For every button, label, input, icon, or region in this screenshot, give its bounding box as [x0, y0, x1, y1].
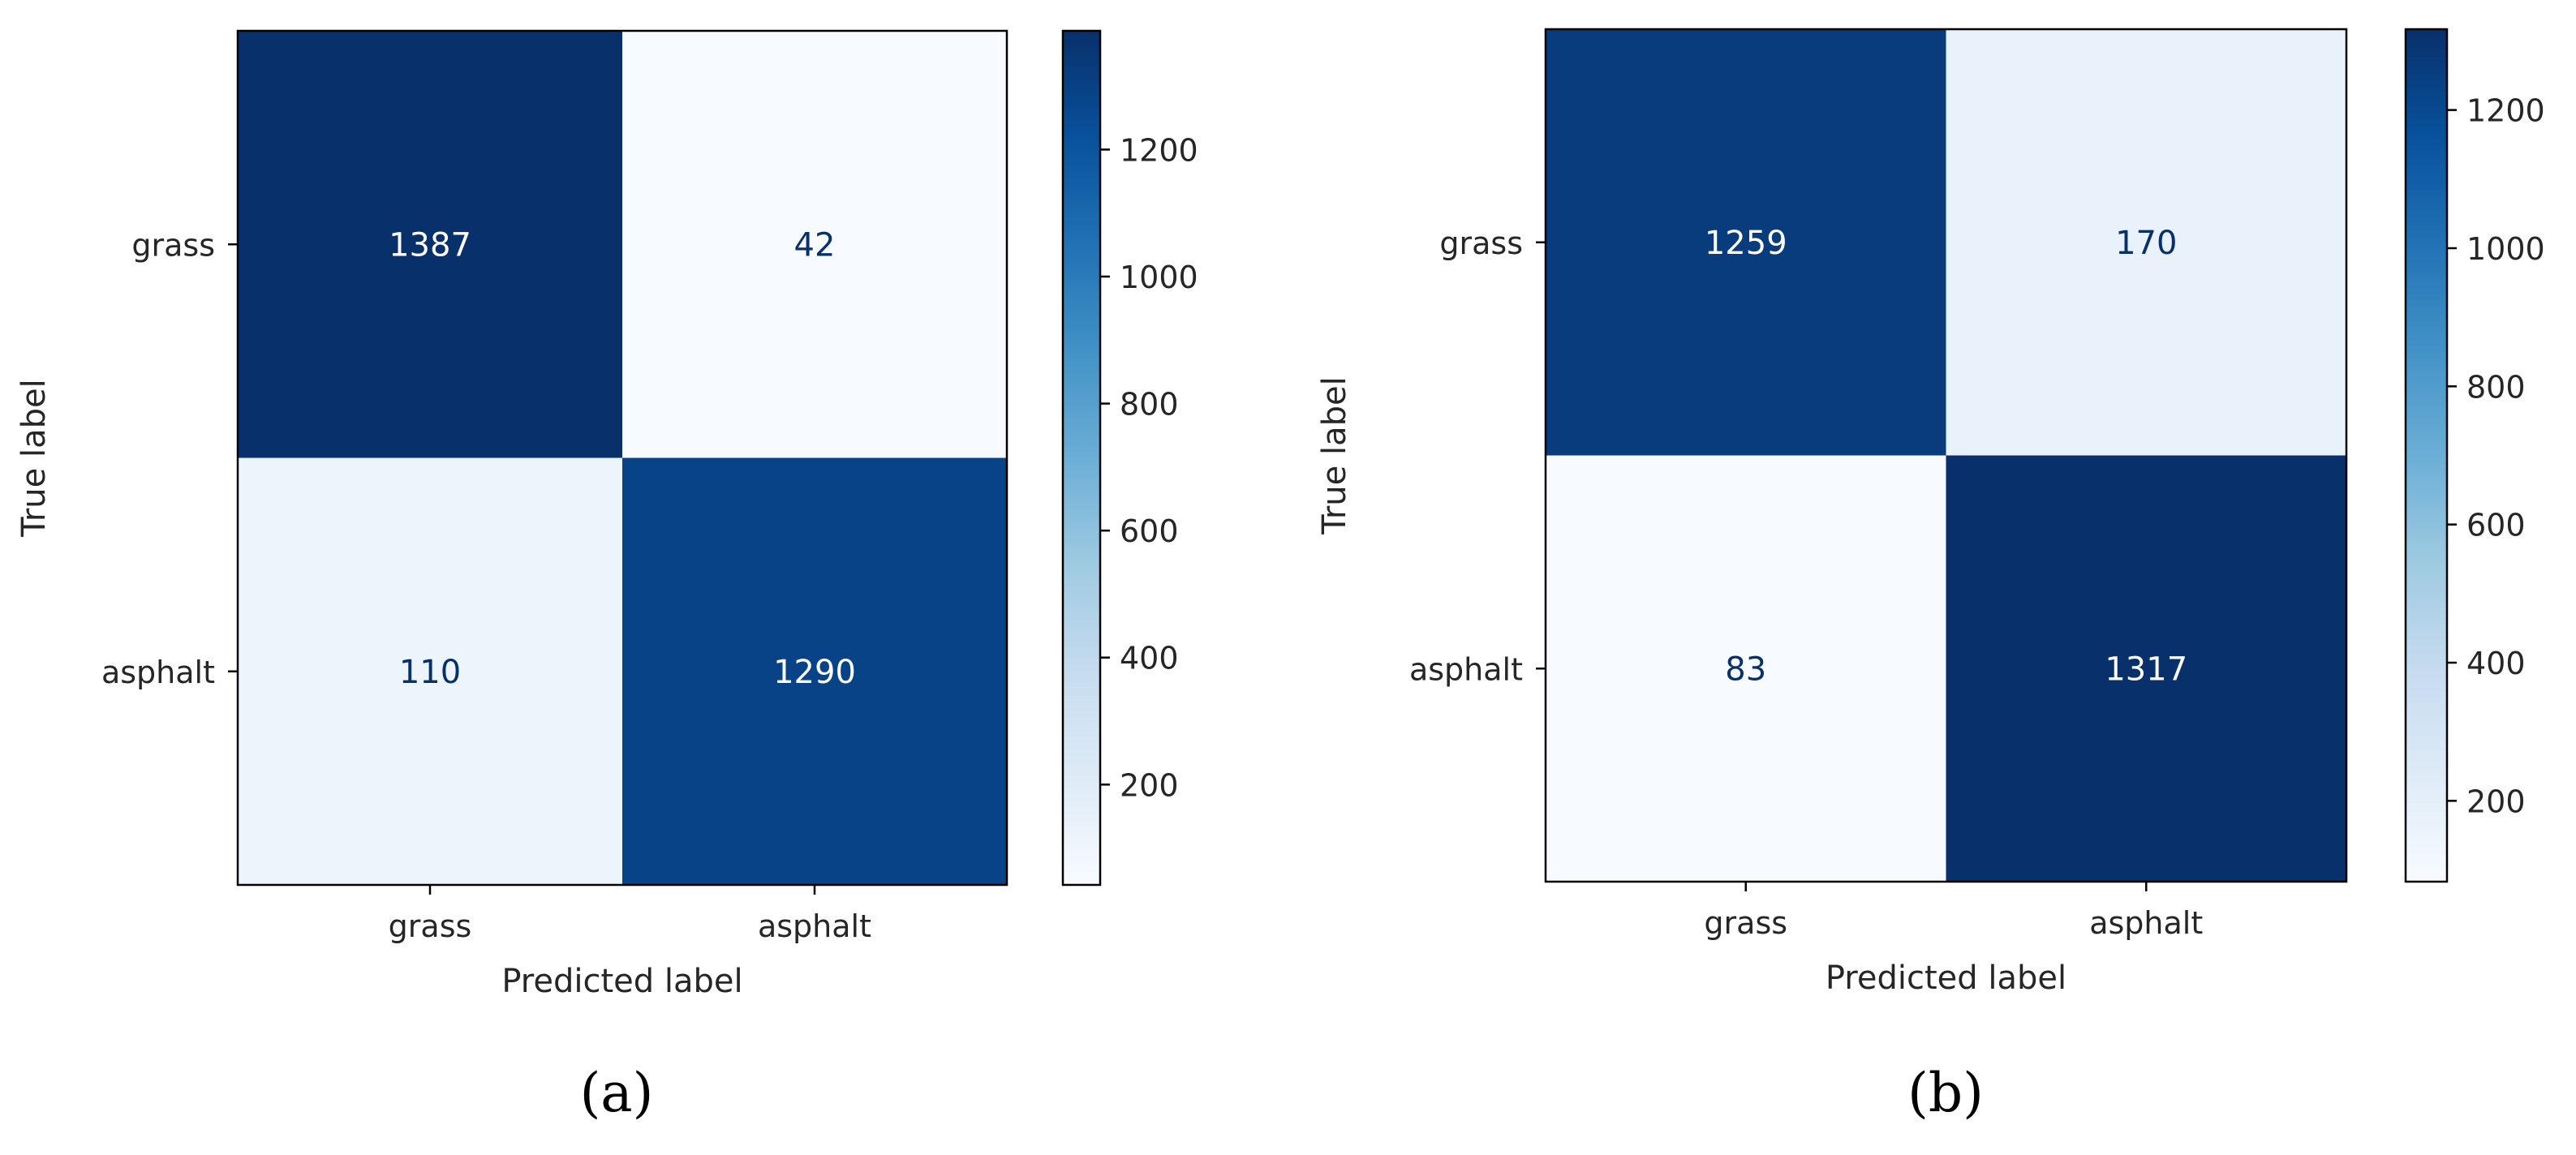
colorbar-tick-label: 200 [2466, 784, 2526, 819]
matrix-cell [1946, 29, 2346, 456]
cell-value-label: 1290 [773, 654, 856, 691]
x-tick-label: asphalt [2089, 905, 2203, 941]
y-tick-label: grass [131, 227, 215, 263]
cell-value-label: 1259 [1705, 225, 1787, 262]
colorbar-gradient [2406, 29, 2447, 882]
colorbar-gradient [1063, 31, 1100, 885]
panel-caption: (a) [580, 1062, 654, 1124]
colorbar-frame [1061, 29, 1102, 887]
colorbar-tick-label: 400 [1120, 641, 1179, 676]
cell-value-label: 1317 [2105, 650, 2187, 688]
matrix-cell [622, 31, 1007, 458]
colorbar-tick-label: 400 [2466, 646, 2526, 681]
matrix-cell [238, 457, 622, 885]
colorbar-frame [2404, 28, 2449, 883]
colorbar-tick-label: 600 [2466, 508, 2526, 543]
y-axis-title: True label [15, 379, 53, 537]
matrix-cell [1546, 29, 1946, 456]
x-axis-title: Predicted label [1826, 960, 2066, 997]
y-tick-label: grass [1439, 225, 1523, 261]
cell-value-label: 83 [1725, 650, 1766, 688]
confusion-matrix-panel-b: 1259 170 83 1317 grass asphalt grass asphalt Pre… [1316, 28, 2545, 1124]
cell-value-label: 170 [2115, 225, 2177, 262]
plot-frame [1544, 28, 2348, 883]
y-tick-label: asphalt [101, 655, 215, 690]
y-tick-label: asphalt [1409, 651, 1523, 687]
matrix-cell [1546, 455, 1946, 882]
colorbar-tick-label: 200 [1120, 767, 1179, 803]
colorbar-tick-label: 800 [2466, 369, 2526, 405]
matrix-cell [1946, 455, 2346, 882]
x-tick-label: grass [389, 908, 472, 944]
x-tick-label: asphalt [758, 908, 871, 944]
x-axis-title: Predicted label [501, 963, 742, 1000]
colorbar-tick-label: 1000 [2466, 231, 2545, 267]
colorbar-tick-label: 1200 [1120, 132, 1198, 168]
cell-value-label: 42 [794, 226, 836, 264]
cell-value-label: 110 [399, 654, 461, 691]
confusion-matrix-panel-a: 1387 42 110 1290 grass asphalt grass asphalt Pre… [15, 29, 1198, 1124]
colorbar-tick-label: 600 [1120, 513, 1179, 549]
matrix-cell [238, 31, 622, 458]
matrix-cell [622, 457, 1007, 885]
panel-caption: (b) [1907, 1062, 1984, 1124]
y-axis-title: True label [1316, 376, 1353, 535]
colorbar-tick-label: 1000 [1120, 260, 1198, 295]
colorbar-tick-label: 800 [1120, 387, 1179, 423]
colorbar-tick-label: 1200 [2466, 93, 2545, 129]
plot-frame [236, 29, 1008, 887]
cell-value-label: 1387 [389, 226, 471, 264]
x-tick-label: grass [1704, 905, 1787, 941]
